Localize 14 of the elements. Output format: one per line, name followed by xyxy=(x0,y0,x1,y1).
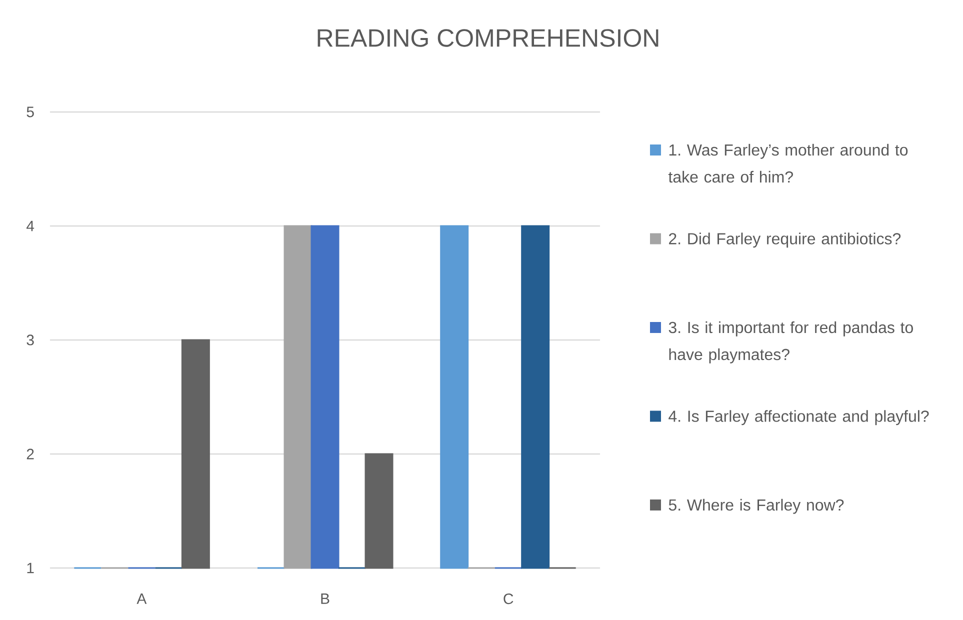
y-tick-label: 5 xyxy=(26,106,34,118)
y-tick-label: 1 xyxy=(27,562,34,574)
y-tick-label: 4 xyxy=(26,220,34,232)
legend-label: 5. Where is Farley now? xyxy=(668,498,844,514)
legend-label: 3. Is it important for red pandas to have playmates? xyxy=(668,321,913,364)
legend-label: 4. Is Farley affectionate and playful? xyxy=(668,410,929,426)
x-tick-label: A xyxy=(136,594,147,604)
legend-label: 1. Was Farley’s mother around to take care of him? xyxy=(668,144,908,183)
x-tick-label: B xyxy=(321,594,330,604)
legend-label: 2. Did Farley require antibiotics? xyxy=(669,232,901,248)
x-tick-label: C xyxy=(504,594,514,604)
y-tick-label: 3 xyxy=(26,334,34,346)
y-tick-label: 2 xyxy=(26,448,34,460)
chart-title: READING COMPREHENSION xyxy=(318,29,658,47)
